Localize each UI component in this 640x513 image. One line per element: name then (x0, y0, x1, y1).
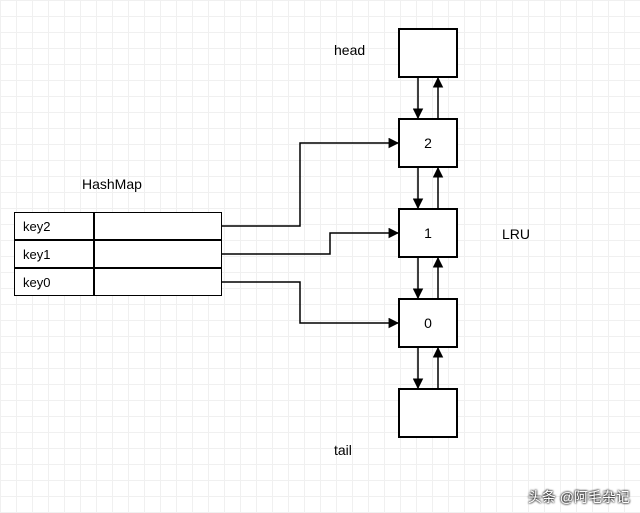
table-key-cell: key1 (14, 240, 94, 268)
list-node: 1 (398, 208, 458, 258)
list-node-head (398, 28, 458, 78)
table-key-cell: key2 (14, 212, 94, 240)
list-node: 2 (398, 118, 458, 168)
table-key-cell: key0 (14, 268, 94, 296)
lru-label: LRU (502, 226, 530, 242)
head-label: head (334, 42, 365, 58)
table-val-cell (94, 212, 222, 240)
list-node-tail (398, 388, 458, 438)
tail-label: tail (334, 442, 352, 458)
list-node: 0 (398, 298, 458, 348)
table-val-cell (94, 240, 222, 268)
watermark: 头条 @阿毛杂记 (528, 487, 630, 507)
hashmap-label: HashMap (82, 176, 142, 192)
table-val-cell (94, 268, 222, 296)
